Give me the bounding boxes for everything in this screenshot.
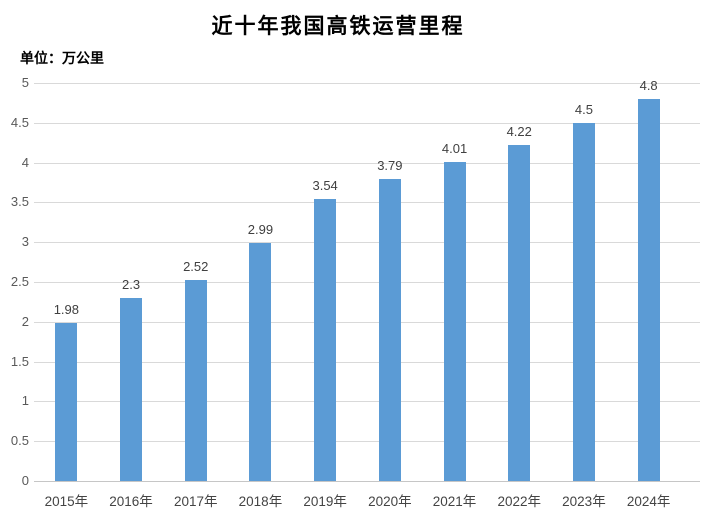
bar-2024年 [637, 98, 660, 481]
gridline-4 [34, 162, 700, 164]
chart-title: 近十年我国高铁运营里程 [211, 14, 465, 38]
y-axis-labels: 0 0.5 1 1.5 2 2.5 3 3.5 4 4.5 5 [0, 76, 29, 488]
y-tick-label-2: 2 [21, 313, 29, 329]
gridline-2.5 [34, 282, 700, 283]
bar-value-label-2019年: 3.54 [312, 178, 338, 194]
x-tick-label-2018年: 2018年 [238, 494, 283, 509]
gridline-3 [34, 242, 700, 244]
bar-slot-2021年: 4.01 2021年 [422, 83, 487, 509]
bar-2017年 [184, 280, 207, 481]
x-tick-label-2022年: 2022年 [497, 494, 541, 509]
bar-value-label-2024年: 4.8 [639, 77, 658, 93]
bar-slot-2016年: 2.3 2016年 [99, 83, 164, 509]
y-tick-label-4.5: 4.5 [10, 114, 29, 130]
bar-value-label-2020年: 3.79 [377, 158, 403, 174]
x-tick-label-2021年: 2021年 [432, 494, 477, 509]
bar-value-label-2015年: 1.98 [53, 302, 79, 318]
gridline-3.5 [34, 202, 700, 204]
y-tick-label-5: 5 [21, 75, 29, 90]
bar-slot-2022年: 4.22 2022年 [487, 83, 552, 509]
bar-2022年 [508, 145, 531, 481]
y-tick-label-0.5: 0.5 [10, 433, 29, 449]
bar-2019年 [314, 199, 337, 481]
y-tick-label-4: 4 [21, 154, 29, 170]
x-axis-line [34, 481, 700, 482]
bar-2021年 [443, 161, 466, 481]
bar-value-label-2022年: 4.22 [506, 124, 532, 140]
bar-value-label-2023年: 4.5 [574, 101, 593, 117]
bar-value-label-2021年: 4.01 [441, 140, 468, 156]
bar-slot-2020年: 3.79 2020年 [358, 83, 423, 509]
bar-2023年 [572, 122, 595, 481]
bar-slot-2019年: 3.54 2019年 [293, 83, 358, 509]
unit-label: 单位：万公里 [20, 50, 104, 66]
bar-value-label-2017年: 2.52 [183, 259, 209, 275]
gridline-4.5 [34, 122, 700, 124]
bar-value-label-2016年: 2.3 [121, 276, 141, 292]
x-tick-label-2024年: 2024年 [626, 494, 671, 509]
bar-2020年 [378, 179, 401, 481]
bar-2016年 [120, 297, 143, 481]
y-tick-label-0: 0 [21, 473, 29, 488]
bars-area: 1.98 2015年 2.3 2016年 2.52 2017年 2.99 2018年 3.54 2… [34, 78, 681, 509]
gridline-1 [34, 401, 700, 403]
bar-slot-2018年: 2.99 2018年 [228, 83, 293, 509]
gridline-0.5 [34, 441, 700, 443]
x-tick-label-2023年: 2023年 [562, 494, 606, 509]
bar-slot-2015年: 1.98 2015年 [34, 83, 99, 509]
plot-area: 1.98 2015年 2.3 2016年 2.52 2017年 2.99 2018年 3.54 2… [34, 78, 700, 509]
x-tick-label-2019年: 2019年 [303, 494, 347, 509]
gridline-1.5 [34, 361, 700, 363]
gridline-2 [34, 321, 700, 323]
gridline-5 [34, 83, 700, 84]
bar-slot-2024年: 4.8 2024年 [616, 78, 681, 509]
y-tick-label-1: 1 [21, 393, 29, 409]
y-tick-label-1.5: 1.5 [10, 353, 29, 369]
y-tick-label-2.5: 2.5 [10, 274, 29, 289]
x-tick-label-2020年: 2020年 [368, 494, 412, 509]
bar-2018年 [249, 243, 272, 481]
bar-value-label-2018年: 2.99 [247, 222, 274, 237]
x-tick-label-2017年: 2017年 [173, 494, 218, 509]
y-tick-label-3: 3 [21, 234, 29, 250]
bar-slot-2023年: 4.5 2023年 [552, 83, 617, 509]
bar-2015年 [55, 323, 78, 481]
bar-slot-2017年: 2.52 2017年 [163, 83, 228, 509]
x-tick-label-2016年: 2016年 [109, 494, 153, 509]
x-tick-label-2015年: 2015年 [44, 494, 89, 509]
y-tick-label-3.5: 3.5 [10, 194, 29, 210]
